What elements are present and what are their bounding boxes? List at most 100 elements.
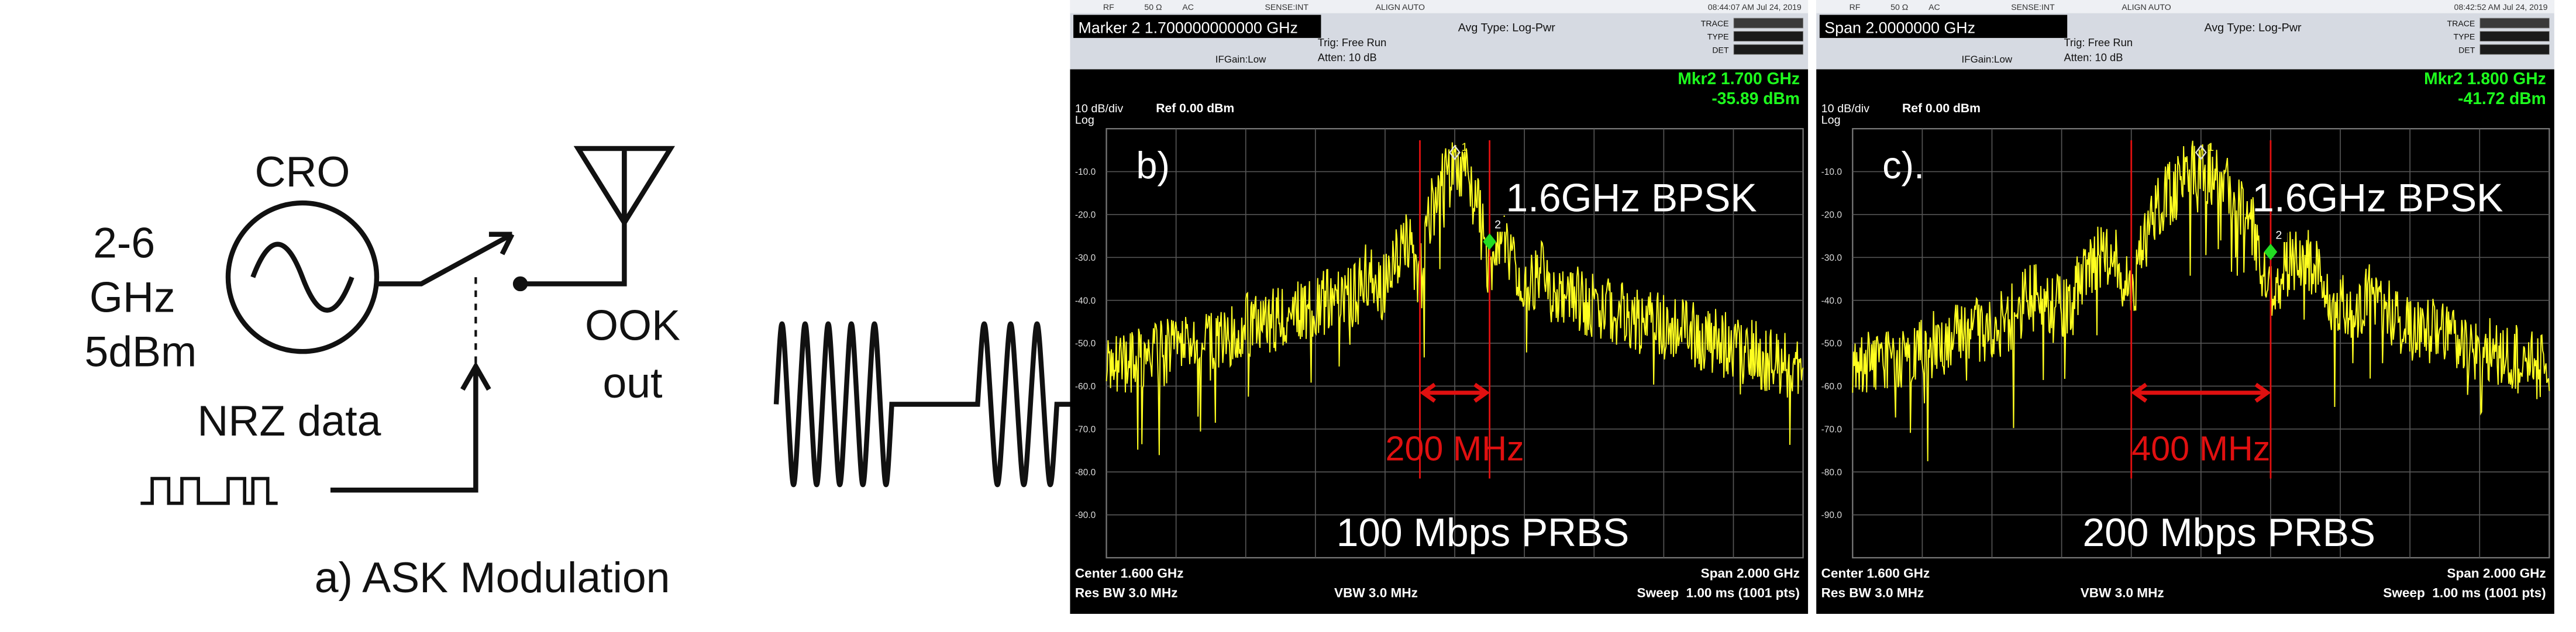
y-axis-label: -10.0 [1821, 167, 1843, 177]
trace-label: TRACE [2447, 19, 2475, 28]
atten: Atten: 10 dB [2064, 51, 2123, 63]
scale: 10 dB/div [1821, 102, 1869, 115]
y-axis-label: -50.0 [1075, 339, 1096, 349]
sweep: Sweep 1.00 ms (1001 pts) [1637, 586, 1800, 600]
bandwidth-label: 200 MHz [1385, 429, 1524, 468]
sweep: Sweep 1.00 ms (1001 pts) [2383, 586, 2546, 600]
spectrum-trace [1852, 140, 2550, 461]
status-text: AC [1182, 2, 1194, 12]
data-rate-label: 100 Mbps PRBS [1337, 511, 1630, 555]
signal-label: 1.6GHz BPSK [1506, 176, 1757, 220]
y-axis-label: -50.0 [1821, 339, 1843, 349]
y-axis-label: -20.0 [1821, 210, 1843, 220]
marker-1 [2195, 144, 2207, 160]
panel-label: b) [1136, 144, 1170, 187]
marker-readout: Mkr2 1.800 GHz [2424, 69, 2546, 88]
ask-diagram [140, 146, 1084, 505]
status-text: SENSE:INT [2011, 2, 2055, 12]
marker-2-box [2274, 227, 2288, 242]
status-text: RF [1103, 2, 1114, 12]
timestamp: 08:42:52 AM Jul 24, 2019 [2454, 2, 2548, 12]
status-text: 50 Ω [1144, 2, 1162, 12]
spectrum-trace [1106, 142, 1804, 455]
spectrum-screen: RF 50 Ω AC SENSE:INT ALIGN AUTO 08:42:52 AM J… [1816, 0, 2554, 614]
source-spec: 5dBm [85, 328, 197, 376]
span: Span 2.000 GHz [1701, 566, 1800, 581]
trace-indicator [1733, 44, 1804, 55]
scale-type: Log [1075, 114, 1094, 127]
y-axis-label: -30.0 [1821, 253, 1843, 263]
trace-label: DET [2458, 45, 2475, 54]
status-text: AC [1928, 2, 1940, 12]
marker-2 [2264, 243, 2278, 261]
avg-type: Avg Type: Log-Pwr [2204, 22, 2302, 34]
output-label: OOK [585, 301, 680, 349]
scale: 10 dB/div [1075, 102, 1123, 115]
header-marker: Span 2.0000000 GHz [1824, 19, 1975, 36]
data-label: NRZ data [197, 397, 381, 445]
spectrum-screen: RF 50 Ω AC SENSE:INT ALIGN AUTO 08:44:07 AM J… [1070, 0, 1809, 614]
reference-level: Ref 0.00 dBm [1902, 102, 1981, 115]
bandwidth-arrow [2131, 382, 2271, 403]
trace-label: TYPE [2453, 32, 2475, 42]
trace-indicator [2479, 44, 2550, 55]
oscillator-symbol [225, 200, 380, 354]
data-rate-label: 200 Mbps PRBS [2082, 511, 2375, 555]
trig: Trig: Free Run [2064, 36, 2133, 49]
marker-1-label: 1 [1461, 141, 1468, 154]
status-text: 50 Ω [1890, 2, 1908, 12]
output-label: out [602, 359, 662, 407]
trace-label: DET [1712, 45, 1729, 54]
marker-2-box [1493, 216, 1506, 232]
antenna [573, 146, 676, 228]
trig: Trig: Free Run [1318, 36, 1386, 49]
nrz-waveform [140, 476, 278, 505]
status-text: SENSE:INT [1265, 2, 1308, 12]
marker-readout: -35.89 dBm [1711, 89, 1800, 108]
bandwidth-arrow [1420, 382, 1490, 403]
marker-2-label: 2 [1494, 219, 1501, 232]
marker-readout: Mkr2 1.700 GHz [1678, 69, 1800, 88]
caption: a) ASK Modulation [315, 554, 670, 602]
marker-1 [1449, 144, 1461, 160]
bandwidth-label: 400 MHz [2131, 429, 2270, 468]
span: Span 2.000 GHz [2447, 566, 2546, 581]
status-text: ALIGN AUTO [1376, 2, 1425, 12]
y-axis-label: -60.0 [1075, 382, 1096, 392]
resolution-bandwidth: Res BW 3.0 MHz [1821, 586, 1924, 600]
resolution-bandwidth: Res BW 3.0 MHz [1075, 586, 1178, 600]
trace-label: TYPE [1707, 32, 1729, 42]
signal-label: 1.6GHz BPSK [2252, 176, 2503, 220]
trace-indicator [1733, 18, 1804, 29]
video-bandwidth: VBW 3.0 MHz [1334, 586, 1418, 600]
trace-indicator [2479, 31, 2550, 42]
y-axis-label: -70.0 [1075, 424, 1096, 434]
y-axis-label: -60.0 [1821, 382, 1843, 392]
marker-box [1819, 15, 2068, 38]
reference-level: Ref 0.00 dBm [1156, 102, 1234, 115]
source-spec: 2-6 [93, 219, 155, 267]
marker-readout: -41.72 dBm [2458, 89, 2546, 108]
atten: Atten: 10 dB [1318, 51, 1377, 63]
status-bar [1070, 0, 1809, 13]
sine-icon [250, 241, 354, 313]
output-wire [520, 151, 627, 286]
status-bar [1816, 0, 2554, 13]
marker-box [1073, 15, 1321, 38]
switch-arrow [488, 232, 515, 255]
ook-waveform [773, 321, 1084, 488]
scale-type: Log [1821, 114, 1841, 127]
switch-arm [377, 232, 514, 286]
avg-type: Avg Type: Log-Pwr [1458, 22, 1556, 34]
header-marker: Marker 2 1.700000000000 GHz [1079, 19, 1298, 36]
y-axis-label: -10.0 [1075, 167, 1096, 177]
y-axis-label: -70.0 [1821, 424, 1843, 434]
ifgain: IFGain:Low [1215, 54, 1266, 65]
trace-indicator [1733, 31, 1804, 42]
marker-2-label: 2 [2275, 229, 2282, 241]
y-axis-label: -80.0 [1821, 468, 1843, 478]
status-text: ALIGN AUTO [2122, 2, 2171, 12]
y-axis-label: -90.0 [1075, 510, 1096, 520]
source-spec: GHz [89, 273, 175, 321]
